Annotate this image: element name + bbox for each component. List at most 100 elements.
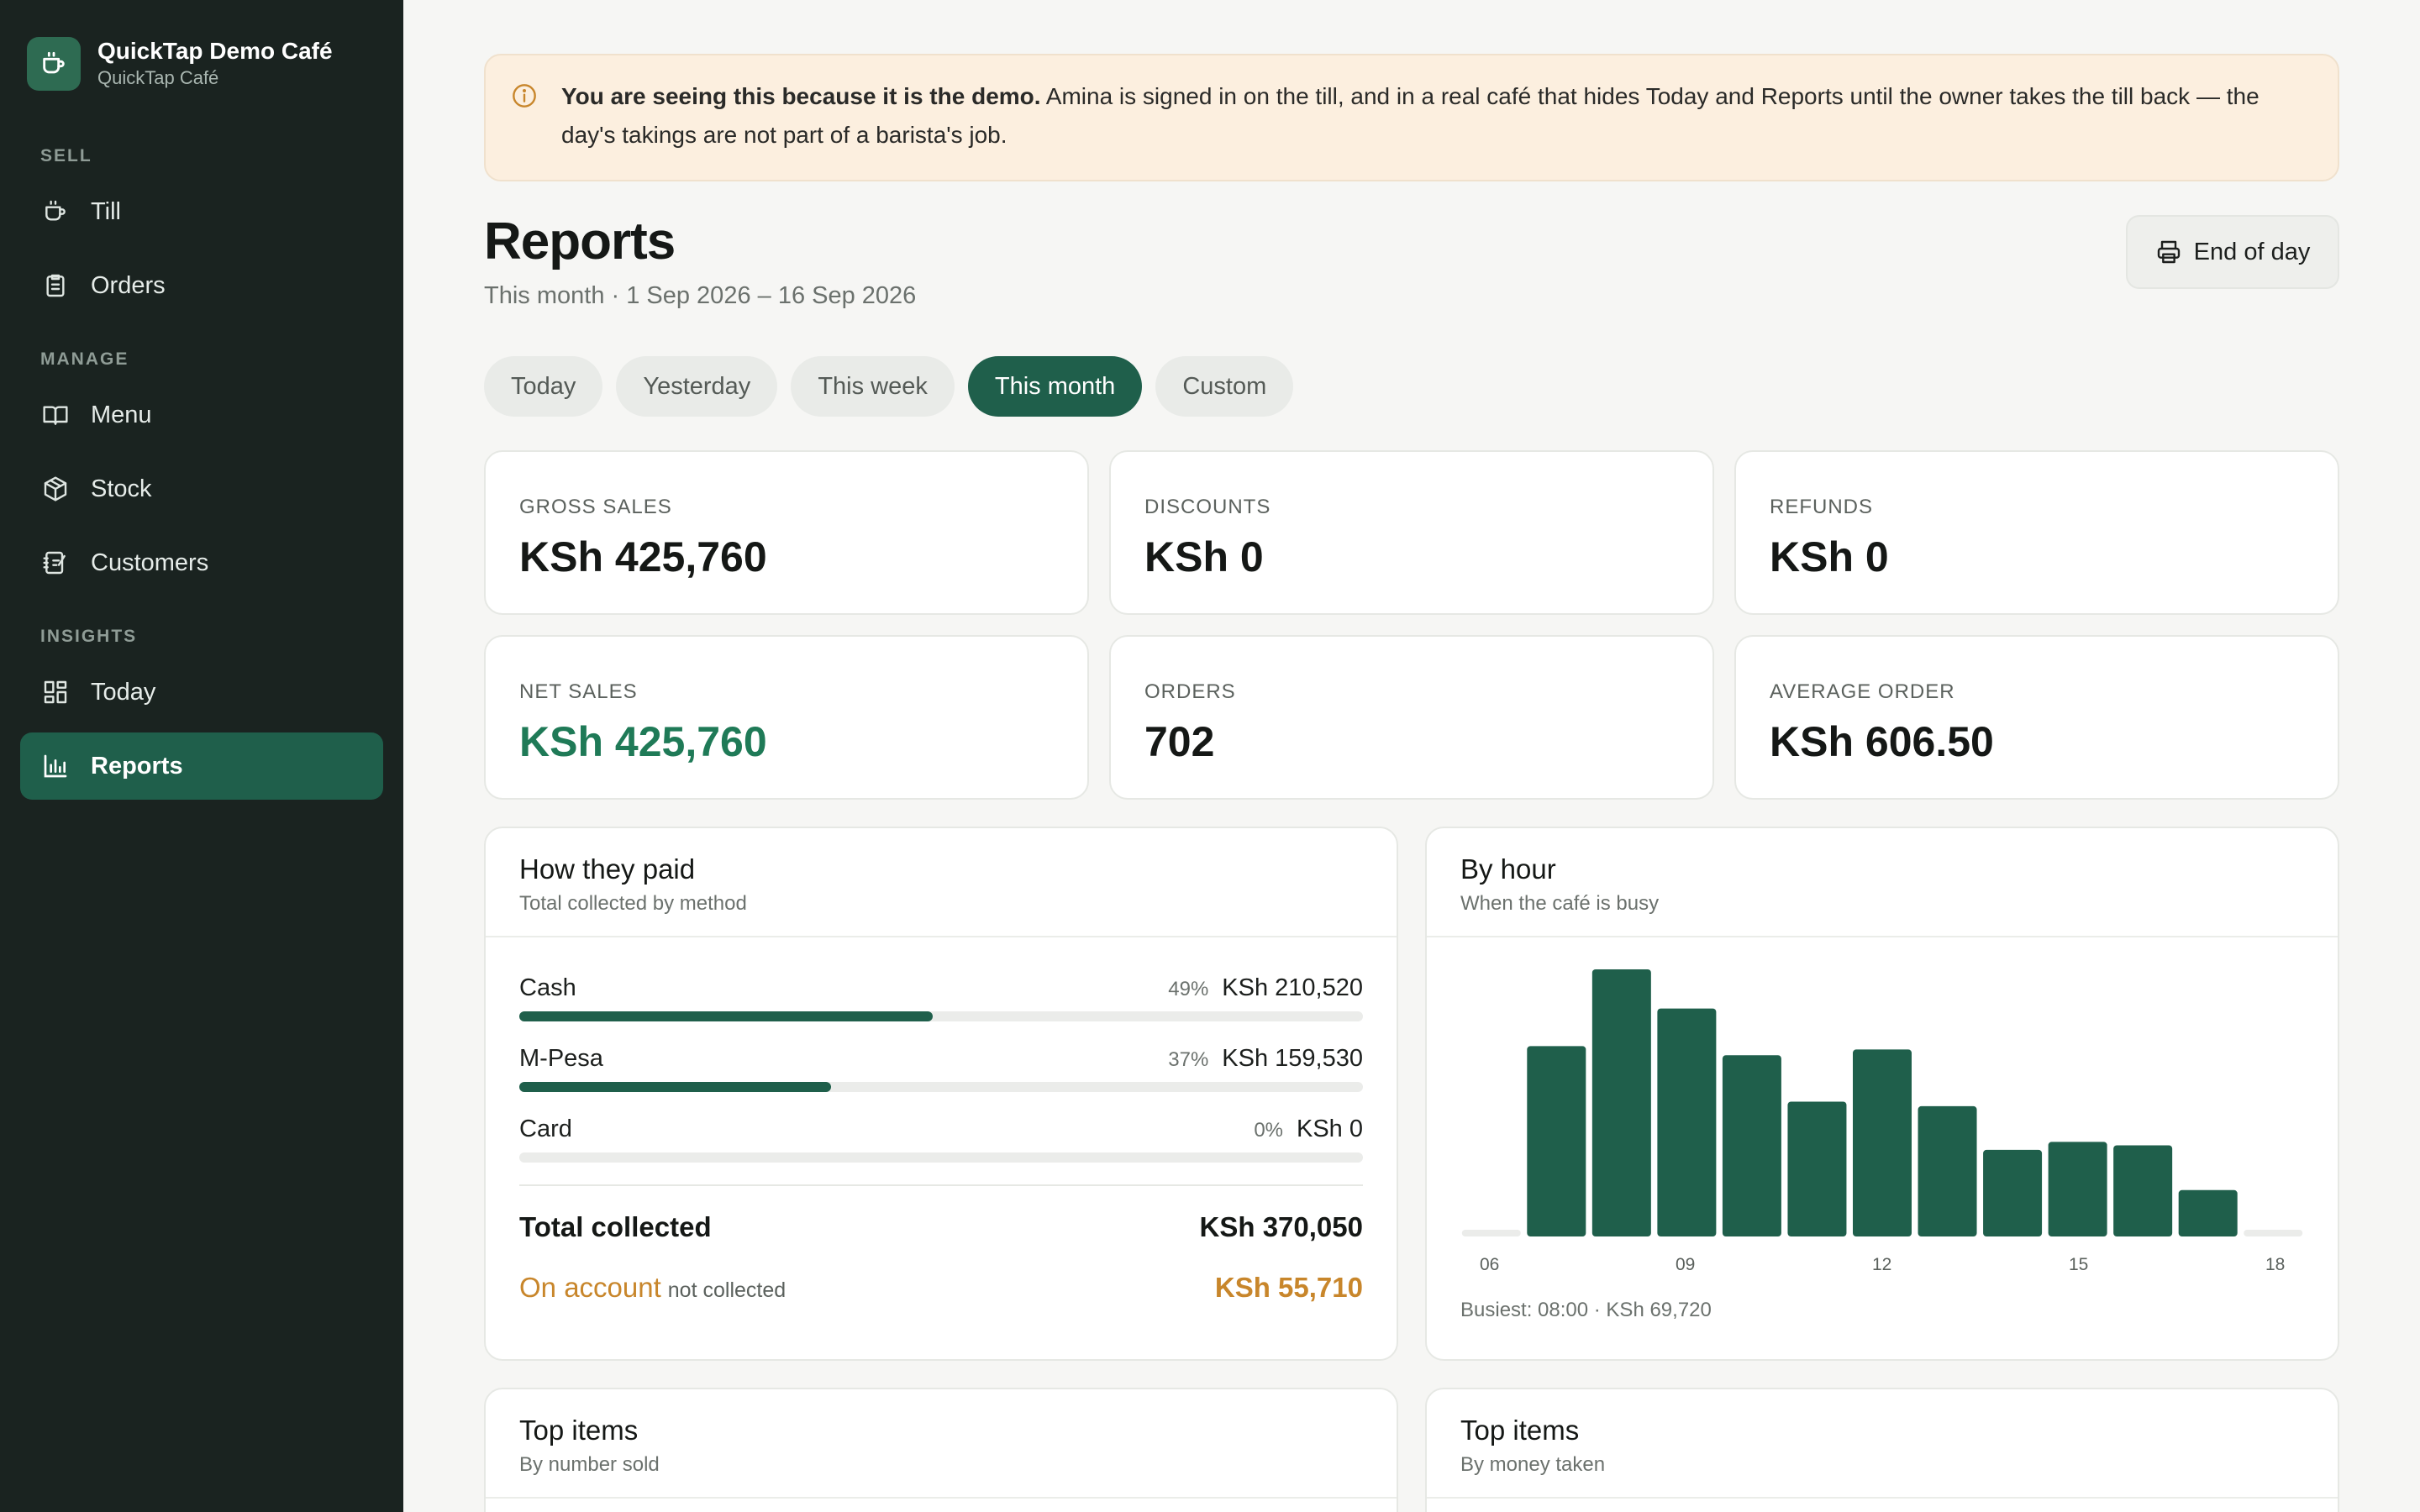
payment-percent: 0% <box>1254 1119 1283 1142</box>
sidebar-item-till[interactable]: Till <box>20 178 383 245</box>
on-account-value: KSh 55,710 <box>1214 1272 1363 1303</box>
panel-title: Top items <box>1460 1415 1580 1446</box>
banner-bold-text: You are seeing this because it is the de… <box>561 83 1041 109</box>
by-hour-chart <box>1461 969 2303 1236</box>
payment-amount: KSh 0 <box>1297 1116 1363 1142</box>
hour-bar-14 <box>1983 1149 2043 1236</box>
sidebar-item-label: Orders <box>91 271 166 299</box>
section-label-sell: SELL <box>40 146 92 165</box>
payments-panel: How they paid Total collected by method … <box>484 827 1398 1361</box>
x-tick-label: 06 <box>1480 1255 1500 1274</box>
hour-bar-15 <box>2048 1142 2107 1236</box>
tab-this-week[interactable]: This week <box>791 356 955 417</box>
payment-name: Cash <box>519 974 576 1001</box>
on-account-note: not collected <box>667 1278 786 1302</box>
brand-name: QuickTap Demo Café <box>97 38 333 64</box>
stat-value: KSh 425,760 <box>519 718 767 765</box>
end-of-day-label: End of day <box>2193 238 2311 265</box>
brand: QuickTap Demo Café QuickTap Café <box>27 37 333 91</box>
demo-banner: You are seeing this because it is the de… <box>484 54 2339 181</box>
hour-bar-13 <box>1918 1105 1977 1236</box>
stat-card-discounts: DISCOUNTS KSh 0 <box>1109 450 1714 615</box>
panel-title: Top items <box>519 1415 639 1446</box>
panel-subtitle: When the café is busy <box>1460 892 1660 915</box>
sidebar-item-stock[interactable]: Stock <box>20 455 383 522</box>
hour-bar-06 <box>1461 1230 1521 1236</box>
payment-amount: KSh 159,530 <box>1222 1045 1363 1072</box>
x-tick-label: 12 <box>1872 1255 1892 1274</box>
payment-percent: 37% <box>1168 1048 1209 1071</box>
panel-title: How they paid <box>519 853 696 885</box>
hour-bar-11 <box>1787 1101 1847 1236</box>
stat-label: NET SALES <box>519 680 638 703</box>
x-tick-label: 09 <box>1676 1255 1696 1274</box>
divider <box>1427 1497 2338 1499</box>
tab-this-month[interactable]: This month <box>967 356 1143 417</box>
brand-subtitle: QuickTap Café <box>97 67 219 88</box>
sidebar: QuickTap Demo Café QuickTap Café SELL Ti… <box>0 0 403 1512</box>
hour-bar-18 <box>2244 1230 2303 1236</box>
panel-subtitle: By money taken <box>1460 1453 1606 1476</box>
banner-text: Amina is signed in on the till, and in a… <box>561 83 2260 148</box>
sidebar-item-label: Reports <box>91 752 183 780</box>
box-icon <box>40 474 71 504</box>
stat-label: DISCOUNTS <box>1144 496 1271 518</box>
tab-yesterday[interactable]: Yesterday <box>616 356 778 417</box>
coffee-cup-icon <box>40 197 71 227</box>
stat-value: KSh 0 <box>1770 533 1889 580</box>
top-items-by-count-panel: Top items By number sold <box>484 1388 1398 1512</box>
bar-chart-icon <box>40 751 71 781</box>
sidebar-item-orders[interactable]: Orders <box>20 252 383 319</box>
payment-bar-track <box>519 1152 1363 1163</box>
payment-bar-fill <box>519 1011 933 1021</box>
hour-bar-10 <box>1722 1055 1781 1236</box>
section-label-manage: MANAGE <box>40 349 129 369</box>
hour-bar-07 <box>1527 1046 1586 1236</box>
hour-bar-17 <box>2178 1189 2238 1236</box>
dashboard-icon <box>40 677 71 707</box>
payment-percent: 49% <box>1168 978 1209 1000</box>
stat-value: KSh 0 <box>1144 533 1264 580</box>
page-subtitle: This month · 1 Sep 2026 – 16 Sep 2026 <box>484 282 917 309</box>
section-label-insights: INSIGHTS <box>40 627 138 646</box>
busiest-hour-note: Busiest: 08:00 · KSh 69,720 <box>1460 1299 1712 1321</box>
sidebar-item-customers[interactable]: Customers <box>20 529 383 596</box>
stat-card-net-sales: NET SALES KSh 425,760 <box>484 635 1089 800</box>
total-collected-value: KSh 370,050 <box>1199 1211 1363 1242</box>
payment-name: M-Pesa <box>519 1045 603 1072</box>
divider <box>1427 936 2338 937</box>
book-icon <box>40 400 71 430</box>
sidebar-item-today[interactable]: Today <box>20 659 383 726</box>
stat-card-orders: ORDERS 702 <box>1109 635 1714 800</box>
sidebar-item-label: Menu <box>91 401 152 428</box>
tab-custom[interactable]: Custom <box>1155 356 1294 417</box>
sidebar-item-reports[interactable]: Reports <box>20 732 383 800</box>
sidebar-item-menu[interactable]: Menu <box>20 381 383 449</box>
payment-name: Card <box>519 1116 572 1142</box>
hour-bar-12 <box>1853 1049 1912 1236</box>
stat-label: AVERAGE ORDER <box>1770 680 1955 703</box>
sidebar-item-label: Till <box>91 197 121 225</box>
x-tick-label: 15 <box>2069 1255 2089 1274</box>
panel-subtitle: By number sold <box>519 1453 660 1476</box>
stat-label: GROSS SALES <box>519 496 672 518</box>
payment-amount: KSh 210,520 <box>1222 974 1363 1001</box>
range-tabs: Today Yesterday This week This month Cus… <box>484 356 1307 417</box>
payment-bar-track <box>519 1082 1363 1092</box>
on-account-label: On account not collected <box>519 1272 786 1303</box>
divider <box>486 936 1397 937</box>
divider <box>486 1497 1397 1499</box>
tab-today[interactable]: Today <box>484 356 603 417</box>
stat-value: 702 <box>1144 718 1215 765</box>
panel-title: By hour <box>1460 853 1556 885</box>
end-of-day-button[interactable]: End of day <box>2126 215 2339 289</box>
hour-bar-16 <box>2113 1145 2173 1236</box>
sidebar-item-label: Customers <box>91 549 209 576</box>
payment-bar-fill <box>519 1082 832 1092</box>
sidebar-item-label: Stock <box>91 475 152 502</box>
x-tick-label: 18 <box>2265 1255 2286 1274</box>
clipboard-icon <box>40 270 71 301</box>
stat-label: REFUNDS <box>1770 496 1874 518</box>
stat-value: KSh 425,760 <box>519 533 767 580</box>
hour-bar-08 <box>1591 969 1651 1236</box>
